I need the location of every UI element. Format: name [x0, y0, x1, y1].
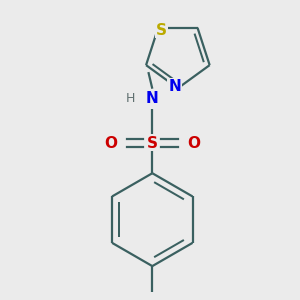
Text: S: S [156, 22, 167, 38]
Text: O: O [188, 136, 201, 151]
Text: N: N [168, 79, 181, 94]
Text: O: O [104, 136, 117, 151]
Text: H: H [125, 92, 135, 105]
Text: S: S [147, 136, 158, 151]
Text: N: N [146, 92, 159, 106]
